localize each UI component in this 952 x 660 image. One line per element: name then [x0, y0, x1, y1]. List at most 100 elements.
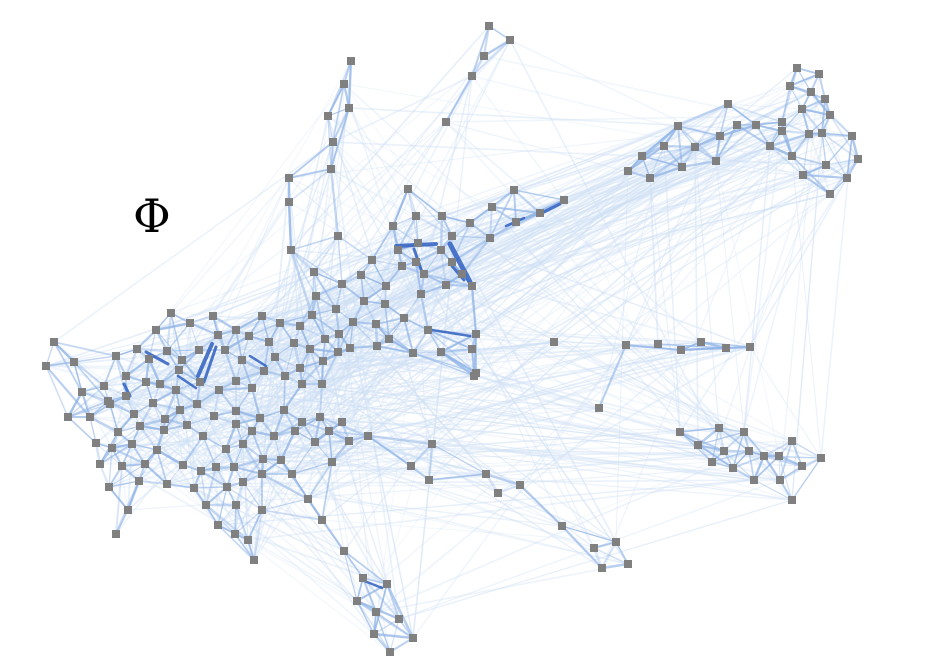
graph-edge [290, 249, 317, 297]
graph-edge [261, 455, 780, 475]
graph-edge [367, 98, 826, 437]
graph-edge [491, 206, 699, 446]
graph-node [798, 462, 806, 470]
graph-node [347, 57, 355, 65]
graph-edge [445, 75, 473, 123]
graph-node [258, 470, 266, 478]
graph-edge [732, 431, 745, 469]
graph-node [223, 483, 231, 491]
graph-edge [489, 189, 515, 239]
graph-edge [226, 486, 563, 527]
graph-edge [471, 285, 477, 335]
graph-edge [280, 416, 321, 461]
graph-edge [401, 155, 793, 267]
graph-node [788, 437, 796, 445]
graph-edge [109, 403, 129, 511]
graph-edge [681, 166, 848, 179]
graph-node [468, 72, 476, 80]
graph-edge [539, 124, 738, 214]
graph-node [694, 441, 702, 449]
graph-edge [343, 83, 827, 166]
graph-edge [825, 135, 853, 166]
graph-edge [138, 344, 627, 482]
graph-edge [125, 285, 387, 377]
graph-node [100, 382, 108, 390]
graph-edge [439, 214, 444, 252]
graph-edge [337, 235, 600, 409]
graph-edge [680, 159, 718, 169]
graph-edge [89, 83, 345, 418]
graph-edge [779, 440, 793, 481]
graph-edge [407, 188, 443, 217]
graph-node [271, 353, 279, 361]
graph-edge [561, 461, 713, 527]
graph-edge [188, 321, 220, 337]
graph-edge [283, 145, 771, 411]
graph-edge [164, 285, 473, 420]
graph-edge [225, 375, 286, 450]
graph-node [345, 104, 353, 112]
graph-node [370, 630, 378, 638]
graph-node [788, 496, 796, 504]
graph-edge [375, 317, 405, 325]
graph-edge [375, 611, 414, 639]
graph-node [437, 246, 445, 254]
graph-edge [439, 350, 478, 375]
graph-node [230, 463, 238, 471]
graph-node [195, 346, 203, 354]
graph-edge [789, 73, 820, 87]
graph-node [298, 380, 306, 388]
graph-edge [321, 519, 617, 543]
graph-edge [67, 121, 447, 418]
graph-edge [649, 177, 659, 345]
graph-edge [679, 427, 720, 433]
graph-node [506, 36, 514, 44]
graph-edge [718, 123, 758, 138]
graph-edge [291, 461, 333, 475]
graph-node [778, 118, 786, 126]
graph-edge [427, 103, 729, 331]
graph-edge [415, 261, 629, 565]
graph-edge [329, 167, 340, 238]
graph-edge [218, 389, 780, 457]
graph-edge [81, 391, 109, 402]
graph-edge [121, 465, 414, 639]
graph-node [826, 111, 834, 119]
graph-node [232, 326, 240, 334]
graph-edge [283, 375, 286, 411]
graph-edge [748, 450, 755, 481]
graph-edge [322, 333, 340, 362]
graph-edge [205, 504, 236, 535]
graph-edge [341, 283, 793, 442]
graph-node [135, 477, 143, 485]
graph-edge [440, 351, 793, 442]
graph-node [114, 428, 122, 436]
graph-edge [268, 341, 475, 377]
graph-edge [328, 146, 696, 432]
graph-edge [311, 285, 387, 316]
graph-edge [193, 135, 721, 489]
graph-node [215, 386, 223, 394]
graph-edge [248, 354, 268, 368]
graph-edge [512, 188, 518, 224]
graph-edge [241, 359, 253, 389]
graph-edge [170, 312, 183, 361]
graph-node [468, 345, 476, 353]
graph-edge [234, 504, 237, 535]
graph-edge [152, 107, 350, 404]
graph-edge [332, 83, 345, 143]
graph-edge [440, 348, 473, 353]
graph-edge [332, 83, 345, 143]
graph-edge [723, 450, 755, 481]
graph-node [766, 142, 774, 150]
graph-node [807, 88, 815, 96]
graph-node [826, 190, 834, 198]
graph-edge [693, 134, 722, 149]
graph-edge [115, 166, 683, 357]
graph-node [287, 246, 295, 254]
graph-node [660, 142, 668, 150]
graph-edge [299, 325, 326, 340]
graph-edge [410, 130, 783, 467]
graph-edge [193, 486, 228, 489]
graph-node [214, 521, 222, 529]
